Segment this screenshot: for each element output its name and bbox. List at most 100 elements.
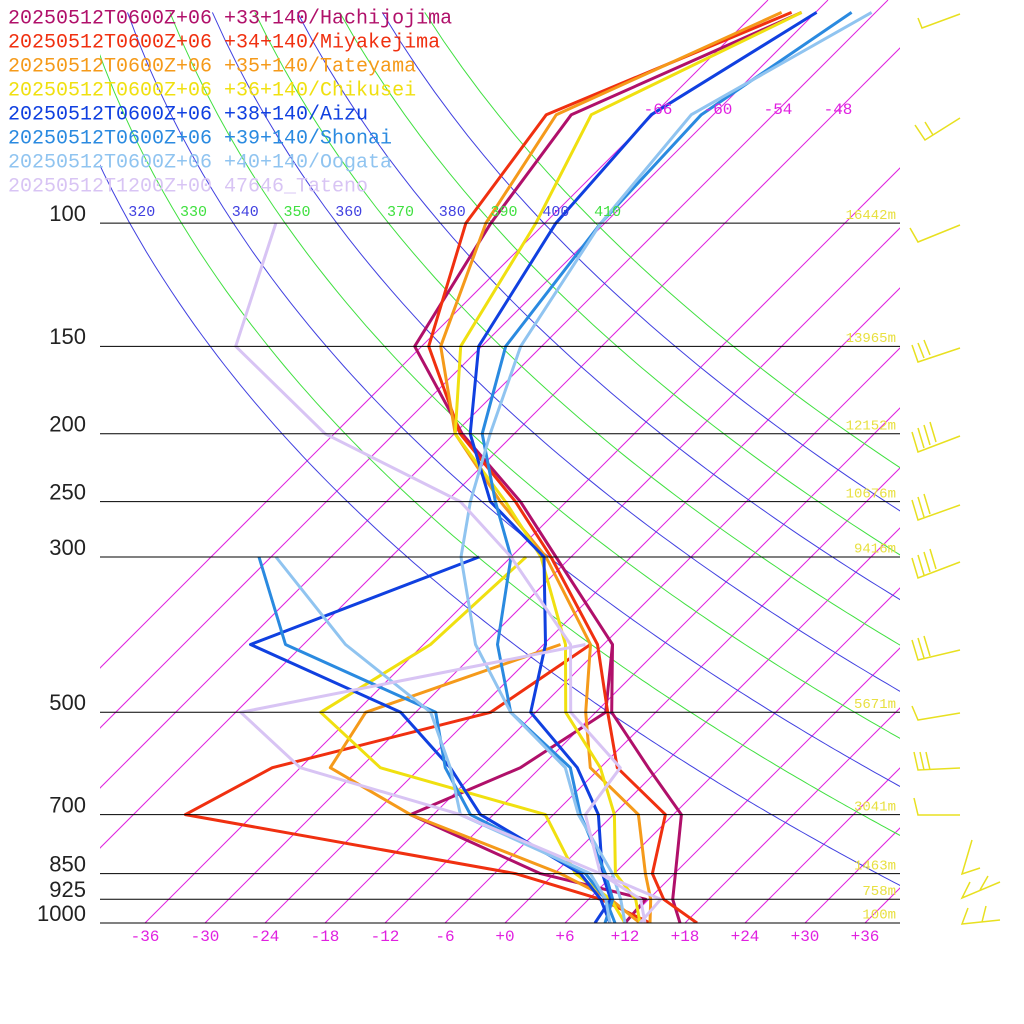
dry-adiabat: [381, 12, 900, 512]
isotherm: [444, 467, 900, 923]
isotherm: [564, 587, 900, 923]
top-tick-label: -54: [764, 101, 793, 119]
height-label: 16442m: [846, 208, 896, 224]
x-tick-label: -12: [371, 928, 400, 946]
isotherm: [384, 407, 900, 923]
height-label: 1463m: [854, 858, 896, 874]
height-label: 13965m: [846, 331, 896, 347]
temperature-line: [453, 11, 803, 923]
adiabat-label: 340: [232, 204, 259, 221]
adiabat-label: 360: [335, 204, 362, 221]
temperature-line: [234, 222, 663, 923]
labels: -36 -30 -24 -18 -12 -6 +0 +6 +12 +18 +24 +30 +36 -66 -…: [8, 7, 900, 946]
x-tick-label: +6: [555, 928, 574, 946]
isotherm: [100, 0, 769, 669]
wind-barb: [911, 493, 961, 521]
y-tick-label: 925: [49, 877, 86, 902]
height-label: 12152m: [846, 418, 896, 434]
y-tick-label: 1000: [37, 901, 86, 926]
temperature-line: [439, 11, 783, 923]
x-tick-label: -36: [131, 928, 160, 946]
wind-barb: [911, 339, 961, 363]
height-label: 100m: [862, 908, 896, 924]
dry-adiabat: [424, 12, 900, 469]
y-tick-label: 500: [49, 690, 86, 715]
isotherm: [100, 0, 829, 729]
height-label: 758m: [862, 884, 896, 900]
legend-entry: 20250512T1200Z+00 47646_Tateno: [8, 175, 368, 198]
adiabat-label: 400: [542, 204, 569, 221]
legend-entry: 20250512T0600Z+06 +39+140/Shonai: [8, 127, 392, 150]
top-tick-label: -60: [704, 101, 733, 119]
dry-adiabat: [100, 53, 900, 837]
isotherm: [684, 707, 900, 923]
isotherm: [804, 827, 900, 923]
dewpoint-line: [249, 555, 612, 923]
adiabat-label: 320: [128, 204, 155, 221]
isotherm: [144, 167, 900, 923]
legend-entry: 20250512T0600Z+06 +33+140/Hachijojima: [8, 7, 452, 30]
temperature-line: [459, 11, 873, 923]
height-label: 9416m: [854, 542, 896, 558]
y-tick-label: 200: [49, 412, 86, 437]
dry-adiabat: [339, 12, 900, 556]
legend-entry: 20250512T0600Z+06 +40+140/Oogata: [8, 151, 392, 174]
y-tick-label: 100: [49, 201, 86, 226]
y-tick-label: 300: [49, 535, 86, 560]
dewpoint-line: [274, 556, 612, 923]
wind-barb: [917, 13, 961, 29]
wind-barb: [911, 635, 961, 661]
wind-barb: [911, 548, 961, 579]
isotherm: [264, 287, 900, 923]
y-tick-label: 250: [49, 479, 86, 504]
isotherm: [864, 887, 900, 923]
isotherm: [504, 527, 900, 923]
legend-entry: 20250512T0600Z+06 +36+140/Chikusei: [8, 79, 416, 102]
height-label: 10676m: [846, 486, 896, 502]
adiabat-label: 380: [439, 204, 466, 221]
dry-adiabat: [100, 164, 900, 887]
y-tick-label: 850: [49, 851, 86, 876]
x-tick-label: -6: [435, 928, 454, 946]
isotherm: [624, 647, 900, 923]
wind-barb: [960, 839, 981, 876]
wind-barb: [913, 797, 960, 816]
wind-barbs: [909, 13, 1001, 925]
isotherm: [324, 347, 900, 923]
wind-barb: [914, 117, 961, 142]
legend-entry: 20250512T0600Z+06 +35+140/Tateyama: [8, 55, 416, 78]
legend-entry: 20250512T0600Z+06 +38+140/Aizu: [8, 103, 368, 126]
x-tick-label: +18: [671, 928, 700, 946]
top-tick-label: -48: [824, 101, 853, 119]
x-tick-label: +36: [851, 928, 880, 946]
wind-barb: [909, 224, 961, 243]
y-tick-label: 150: [49, 324, 86, 349]
wind-barb: [960, 875, 1001, 900]
dry-adiabat: [127, 12, 900, 787]
adiabat-label: 390: [491, 204, 518, 221]
x-tick-label: +24: [731, 928, 760, 946]
adiabat-label: 350: [284, 204, 311, 221]
height-label: 3041m: [854, 799, 896, 815]
isotherm: [100, 0, 889, 789]
adiabat-label: 370: [387, 204, 414, 221]
temperature-line: [480, 11, 853, 923]
adiabat-label: 410: [594, 204, 621, 221]
dry-adiabat: [211, 12, 900, 692]
y-tick-label: 700: [49, 792, 86, 817]
dry-adiabat: [296, 12, 900, 601]
isotherm: [744, 767, 900, 923]
x-tick-label: -24: [251, 928, 280, 946]
x-tick-label: +30: [791, 928, 820, 946]
height-label: 5671m: [854, 697, 896, 713]
dry-adiabat: [254, 12, 900, 646]
legend-entry: 20250512T0600Z+06 +34+140/Miyakejima: [8, 31, 440, 54]
x-tick-label: -30: [191, 928, 220, 946]
grid: [100, 0, 900, 923]
top-tick-label: -66: [644, 101, 673, 119]
adiabat-label: 330: [180, 204, 207, 221]
wind-barb: [911, 421, 961, 453]
x-tick-label: +12: [611, 928, 640, 946]
dewpoint-line: [183, 643, 651, 923]
